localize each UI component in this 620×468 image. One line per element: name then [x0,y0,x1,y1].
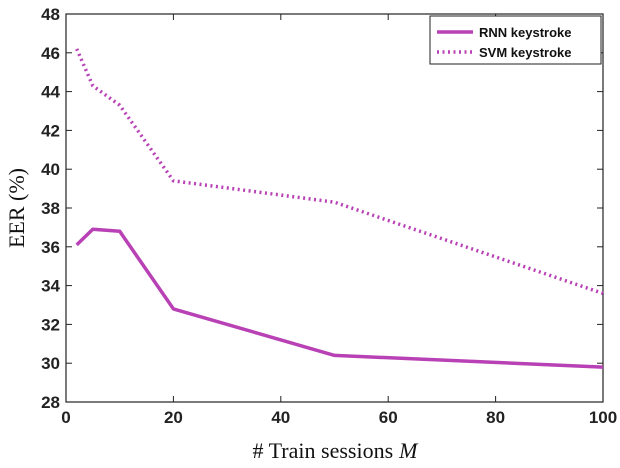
x-tick-label: 80 [486,408,505,427]
legend-label-rnn-keystroke: RNN keystroke [479,25,572,40]
legend: RNN keystroke SVM keystroke [429,15,602,65]
legend-box [429,15,602,65]
x-axis: 0 20 40 60 80 100 [61,14,617,427]
y-tick-label: 46 [41,44,60,63]
y-tick-label: 44 [41,83,60,102]
x-tick-label: 0 [61,408,70,427]
series-group [75,48,604,369]
y-axis-title: EER (%) [4,168,29,248]
y-tick-label: 30 [41,354,60,373]
series-line-svm-keystroke [75,48,604,296]
x-axis-title-text: # Train sessions [253,438,394,463]
x-axis-title-var: M [398,438,419,463]
series-line-rnn-keystroke [75,227,604,369]
y-tick-label: 34 [41,277,60,296]
legend-label-svm-keystroke: SVM keystroke [479,45,572,60]
y-tick-label: 40 [41,160,60,179]
x-tick-label: 60 [379,408,398,427]
y-tick-label: 28 [41,393,60,412]
x-tick-label: 40 [271,408,290,427]
y-tick-label: 42 [41,121,60,140]
x-tick-label: 100 [589,408,617,427]
y-tick-label: 32 [41,315,60,334]
x-axis-title: # Train sessions M [253,438,420,463]
y-tick-label: 38 [41,199,60,218]
x-tick-label: 20 [164,408,183,427]
y-tick-label: 48 [41,5,60,24]
plot-frame [65,13,604,403]
plot-area [65,13,604,403]
y-tick-label: 36 [41,238,60,257]
y-axis: 28 30 32 34 36 38 40 42 44 46 48 [41,5,603,412]
